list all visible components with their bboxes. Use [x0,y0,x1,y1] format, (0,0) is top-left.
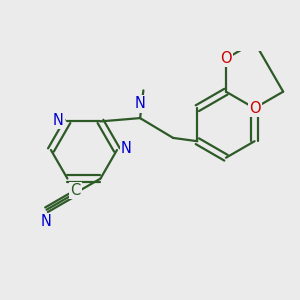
Text: O: O [249,101,260,116]
Text: C: C [70,183,81,198]
Text: O: O [220,51,232,66]
Text: N: N [52,112,64,128]
Text: N: N [41,214,52,229]
Text: N: N [121,141,132,156]
Text: N: N [135,97,146,112]
